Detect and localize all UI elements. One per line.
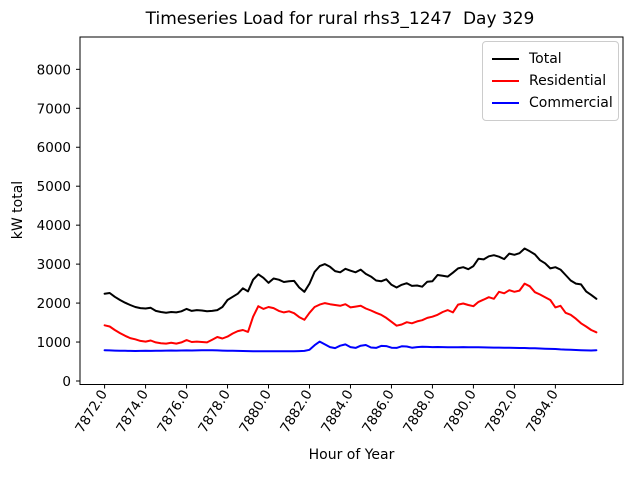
x-tick-label: 7878.0 (195, 387, 234, 436)
chart-title: Timeseries Load for rural rhs3_1247 Day … (145, 9, 535, 29)
x-tick-label: 7892.0 (482, 387, 521, 436)
x-tick-label: 7872.0 (72, 387, 111, 436)
legend-item-total: Total (492, 48, 609, 70)
legend-label-residential: Residential (529, 73, 607, 89)
axes-spines (79, 36, 624, 385)
x-tick-label: 7890.0 (441, 387, 480, 436)
series-line-commercial (103, 340, 598, 353)
y-tick-label: 7000 (37, 101, 71, 117)
y-tick-label: 0 (62, 374, 71, 390)
y-tick-label: 2000 (37, 296, 71, 312)
legend-label-total: Total (529, 51, 562, 67)
series-line-residential (103, 282, 598, 345)
y-tick-label: 8000 (37, 62, 71, 78)
x-tick-label: 7894.0 (523, 387, 562, 436)
x-tick-label: 7888.0 (400, 387, 439, 436)
commercial-line-swatch (492, 102, 519, 104)
residential-line-swatch (492, 80, 519, 82)
legend-label-commercial: Commercial (529, 95, 613, 111)
y-tick-label: 5000 (37, 179, 71, 195)
legend-item-commercial: Commercial (492, 92, 613, 114)
y-tick-label: 6000 (37, 140, 71, 156)
x-tick-label: 7884.0 (318, 387, 357, 436)
y-tick-label: 3000 (37, 257, 71, 273)
legend-item-residential: Residential (492, 70, 609, 92)
series-line-total (103, 247, 598, 314)
x-axis-label: Hour of Year (308, 447, 395, 463)
legend: Total Residential Commercial (482, 41, 619, 121)
total-line-swatch (492, 58, 519, 60)
x-tick-label: 7882.0 (277, 387, 316, 436)
x-tick-label: 7874.0 (113, 387, 152, 436)
y-tick-label: 4000 (37, 218, 71, 234)
x-tick-label: 7886.0 (359, 387, 398, 436)
x-tick-label: 7880.0 (236, 387, 275, 436)
x-tick-label: 7876.0 (154, 387, 193, 436)
y-tick-label: 1000 (37, 335, 71, 351)
